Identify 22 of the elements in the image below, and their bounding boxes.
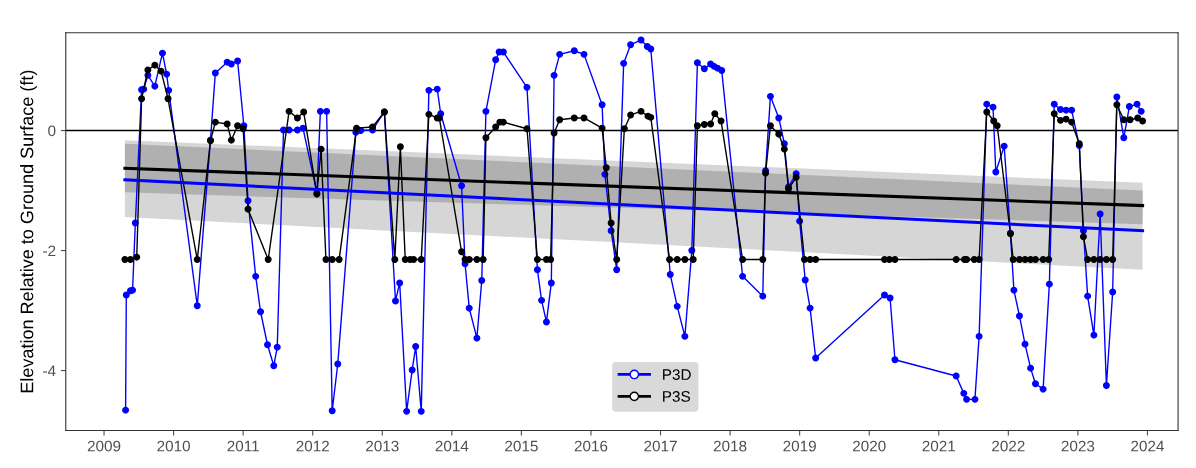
x-tick-label: 2009 — [87, 440, 121, 452]
x-tick-label: 2019 — [783, 440, 816, 452]
x-tick-label: 2023 — [1061, 440, 1095, 452]
y-tick-label: 0 — [48, 125, 56, 137]
x-tick-label: 2022 — [992, 440, 1025, 452]
x-tick-label: 2015 — [505, 440, 538, 452]
x-tick-label: 2024 — [1131, 440, 1164, 452]
legend-label: P3S — [663, 391, 690, 402]
x-tick-label: 2013 — [366, 440, 399, 452]
x-tick-label: 2014 — [435, 440, 469, 452]
legend-label: P3D — [663, 369, 691, 380]
x-tick-label: 2016 — [574, 440, 608, 452]
y-tick-label: -4 — [43, 365, 56, 377]
x-tick-label: 2017 — [644, 440, 677, 452]
x-tick-label: 2018 — [713, 440, 747, 452]
x-tick-label: 2010 — [157, 440, 190, 452]
y-tick-label: -2 — [43, 245, 56, 257]
y-axis-title: Elevation Relative to Ground Surface (ft) — [20, 70, 37, 393]
x-tick-label: 2011 — [227, 440, 259, 452]
x-tick-label: 2020 — [852, 440, 886, 452]
x-tick-label: 2012 — [296, 440, 329, 452]
x-tick-label: 2021 — [922, 440, 956, 452]
